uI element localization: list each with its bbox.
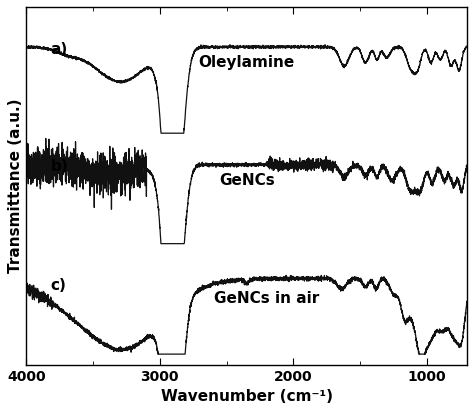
Text: b): b) bbox=[50, 159, 68, 175]
Text: GeNCs: GeNCs bbox=[219, 173, 274, 188]
Text: c): c) bbox=[50, 278, 66, 293]
Text: a): a) bbox=[50, 42, 68, 57]
Text: GeNCs in air: GeNCs in air bbox=[214, 291, 319, 306]
Y-axis label: Transmittance (a.u.): Transmittance (a.u.) bbox=[9, 99, 24, 273]
X-axis label: Wavenumber (cm⁻¹): Wavenumber (cm⁻¹) bbox=[161, 389, 333, 404]
Text: Oleylamine: Oleylamine bbox=[199, 55, 295, 70]
